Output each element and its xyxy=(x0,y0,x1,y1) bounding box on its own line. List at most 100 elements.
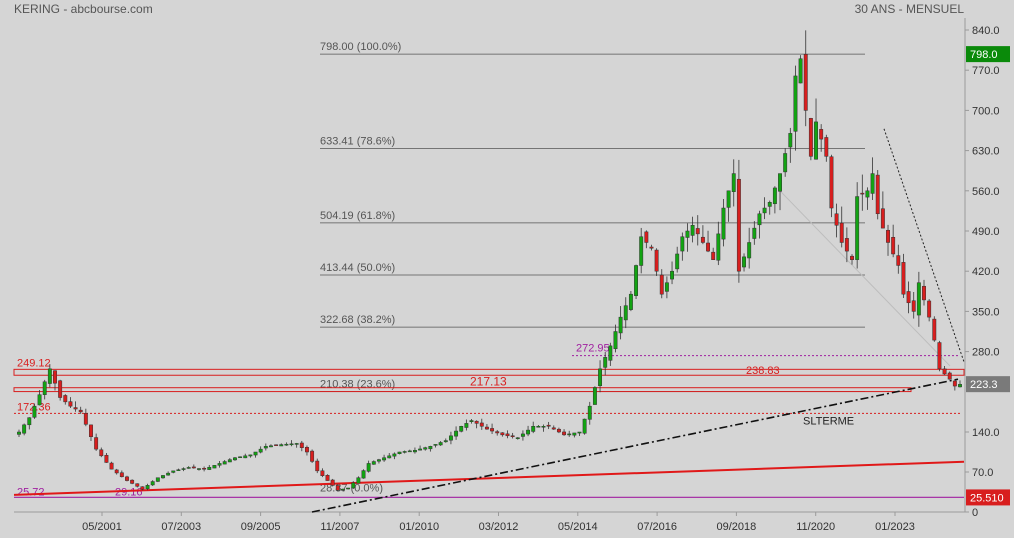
candle-body xyxy=(726,190,731,208)
candle-body xyxy=(793,75,798,132)
candle-body xyxy=(829,156,834,209)
candle-body xyxy=(269,445,273,448)
candle-body xyxy=(556,428,561,433)
candle-body xyxy=(844,238,849,252)
medium-term-support-line xyxy=(311,378,959,513)
candle-body xyxy=(155,477,160,482)
x-tick-label: 07/2003 xyxy=(161,521,201,533)
candle-body xyxy=(130,479,135,484)
candle-body xyxy=(752,227,757,239)
candle-body xyxy=(541,426,546,428)
candle-body xyxy=(654,249,659,272)
candle-body xyxy=(63,395,68,403)
trend-lines xyxy=(13,128,965,513)
candle-body xyxy=(479,422,484,427)
candle-body xyxy=(490,428,495,432)
candle-body xyxy=(526,429,531,435)
level-217-label: 217.13 xyxy=(470,375,507,389)
x-tick-label: 11/2007 xyxy=(320,521,359,533)
candle-body xyxy=(325,474,330,481)
candle-body xyxy=(891,237,896,255)
candle-body xyxy=(598,368,603,387)
x-tick-label: 09/2018 xyxy=(717,521,757,533)
candle-body xyxy=(464,423,469,428)
candle-body xyxy=(716,233,721,261)
x-axis: 05/2001 07/2003 09/2005 11/2007 01/2010 03/20… xyxy=(82,512,915,533)
long-term-support-line xyxy=(13,460,965,496)
candle-body xyxy=(886,229,890,243)
candle-body xyxy=(263,446,268,449)
candle-body xyxy=(916,282,921,316)
candle-body xyxy=(202,467,207,470)
candle-body xyxy=(191,466,196,469)
candle-body xyxy=(392,453,397,457)
price-tag-box xyxy=(966,489,1010,506)
y-tick-label: 0 xyxy=(972,507,978,519)
candle-body xyxy=(181,468,186,470)
candle-body xyxy=(22,424,27,434)
candle-body xyxy=(685,230,690,238)
candle-body xyxy=(330,479,335,486)
candle-body xyxy=(305,447,309,453)
candle-body xyxy=(346,487,351,490)
downtrend-line xyxy=(883,128,965,363)
candle-body xyxy=(788,133,793,148)
candle-body xyxy=(32,405,37,418)
candle-body xyxy=(783,153,788,173)
candle-body xyxy=(438,442,443,446)
candle-body xyxy=(310,450,315,462)
candle-body xyxy=(798,58,803,84)
candle-body xyxy=(608,345,613,361)
candle-body xyxy=(700,236,705,243)
candle-body xyxy=(762,207,767,214)
candle-body xyxy=(299,442,304,448)
sl-terme-annotation: SLTERME xyxy=(803,415,854,427)
candle-body xyxy=(896,255,901,266)
candle-body xyxy=(161,475,165,479)
candle-body xyxy=(99,449,104,457)
candle-body xyxy=(572,432,577,436)
x-tick-label: 07/2016 xyxy=(637,521,677,533)
candle-body xyxy=(42,381,47,395)
x-tick-label: 03/2012 xyxy=(479,521,519,533)
candle-body xyxy=(839,222,844,243)
candle-body xyxy=(366,463,371,472)
candle-body xyxy=(634,265,638,296)
candle-body xyxy=(628,293,633,310)
candle-body xyxy=(89,424,93,438)
candle-body xyxy=(289,443,294,446)
candle-body xyxy=(958,384,962,388)
candle-body xyxy=(361,470,366,479)
candle-body xyxy=(248,454,253,457)
candle-body xyxy=(227,459,232,463)
x-tick-label: 05/2014 xyxy=(558,521,598,533)
price-tag-label: 25.510 xyxy=(970,492,1004,504)
candle-body xyxy=(510,435,515,438)
candle-body xyxy=(68,401,73,407)
level-29-label: 29.16 xyxy=(115,486,143,498)
candle-body xyxy=(145,485,150,490)
fib-level-label: 413.44 (50.0%) xyxy=(320,262,395,274)
candle-body xyxy=(577,431,582,434)
candle-body xyxy=(443,440,448,443)
candle-body xyxy=(860,192,865,195)
x-tick-label: 01/2010 xyxy=(399,521,439,533)
candle-body xyxy=(911,300,916,312)
grey-trend-line xyxy=(779,190,951,367)
candle-body xyxy=(880,208,885,229)
candle-body xyxy=(757,213,762,226)
candle-body xyxy=(901,262,906,295)
candle-body xyxy=(824,137,829,157)
candle-body xyxy=(814,121,818,160)
candle-body xyxy=(870,173,875,194)
candle-body xyxy=(675,253,680,270)
candle-body xyxy=(407,450,412,453)
candle-body xyxy=(222,461,227,465)
level-25-label: 25.72 xyxy=(17,486,45,498)
y-tick-label: 420.0 xyxy=(972,266,1000,278)
fib-level-label: 322.68 (38.2%) xyxy=(320,314,395,326)
candle-body xyxy=(778,173,782,192)
candle-body xyxy=(109,462,114,470)
candle-body xyxy=(335,485,340,491)
